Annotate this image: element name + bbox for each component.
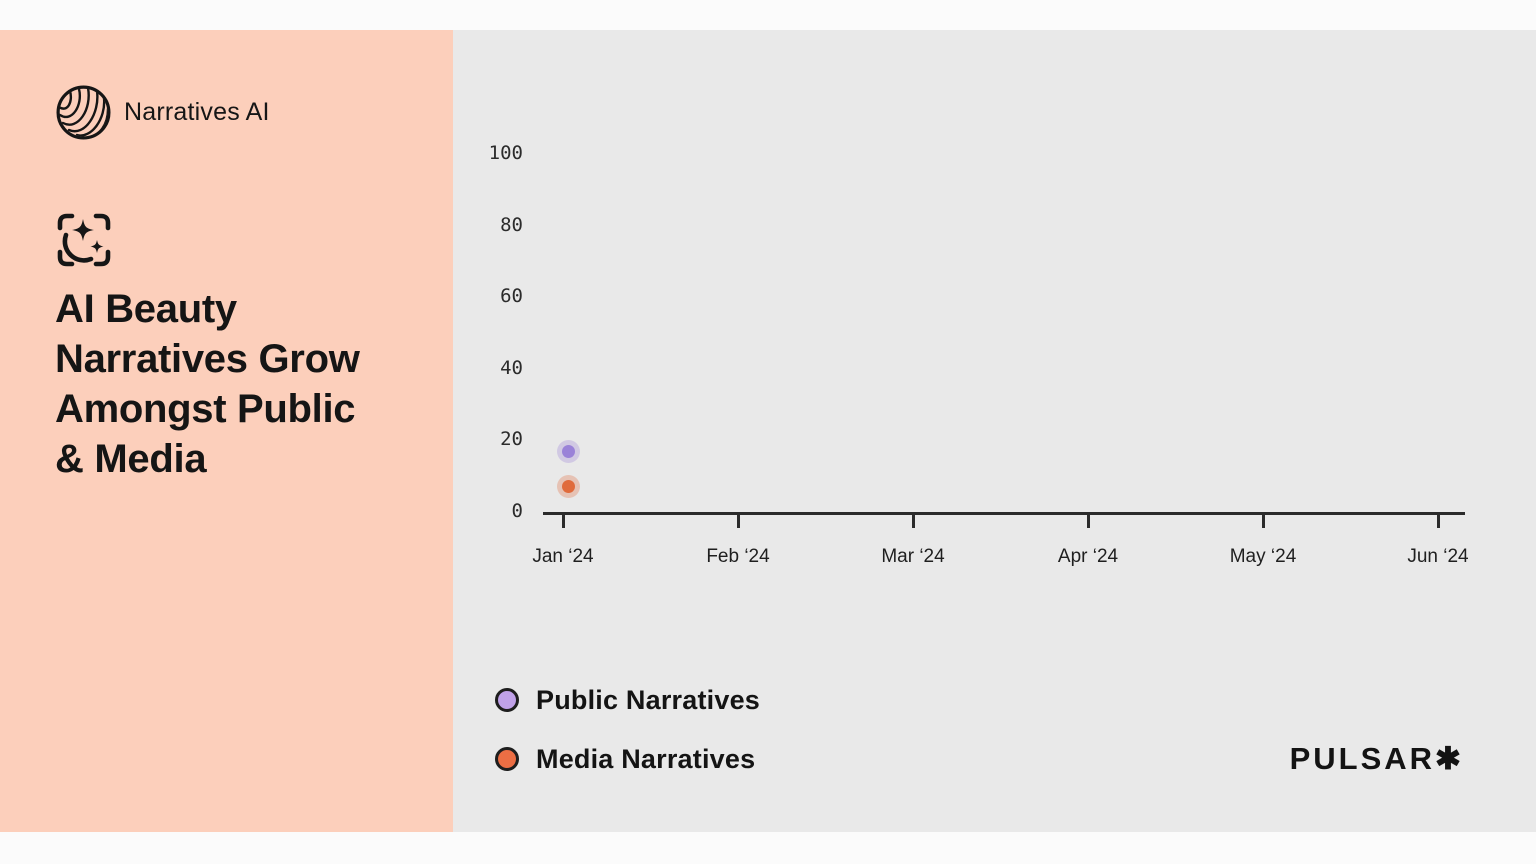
sidebar: Narratives AI AI Beauty Narratives Grow …: [0, 30, 453, 832]
top-margin: [0, 0, 1536, 30]
x-tick-label: Jan ‘24: [532, 546, 594, 567]
chart-legend: Public Narratives Media Narratives: [495, 685, 760, 774]
data-point: [561, 444, 575, 458]
slide-title-line: AI Beauty: [55, 287, 237, 331]
y-tick-label: 40: [500, 356, 523, 379]
x-tick-mark: [1261, 515, 1265, 528]
legend-label: Public Narratives: [536, 684, 761, 715]
legend-label: Media Narratives: [536, 743, 756, 774]
y-tick-label: 20: [500, 428, 523, 451]
data-point: [561, 480, 575, 494]
y-tick-label: 100: [488, 142, 523, 164]
x-tick-mark: [736, 515, 740, 528]
bottom-margin: [0, 832, 1536, 864]
x-tick-mark: [561, 515, 565, 528]
x-tick-label: Mar ‘24: [881, 546, 945, 567]
y-tick-label: 60: [500, 285, 523, 308]
x-tick-label: Jun ‘24: [1407, 546, 1469, 567]
slide-title-line: Amongst Public: [55, 387, 356, 431]
brand: Narratives AI: [56, 85, 270, 140]
x-tick-label: May ‘24: [1229, 546, 1297, 567]
x-tick-mark: [1086, 515, 1090, 528]
ai-scan-sparkle-icon: [57, 213, 111, 267]
narratives-ai-wave-logo-icon: [56, 85, 111, 140]
x-axis-line: [543, 512, 1465, 515]
legend-swatch-icon: [495, 688, 519, 712]
legend-item: Media Narratives: [495, 744, 760, 774]
slide-title-line: Narratives Grow: [55, 337, 360, 381]
slide-title: AI Beauty Narratives Grow Amongst Public…: [55, 284, 415, 484]
y-tick-label: 80: [500, 213, 523, 236]
chart-panel: 100 80 60 40 20 0 Jan ‘24 Feb ‘24 Mar ‘24 Apr ‘2…: [453, 30, 1536, 832]
x-tick-label: Apr ‘24: [1057, 546, 1119, 567]
y-tick-label: 0: [511, 500, 523, 522]
x-tick-mark: [1436, 515, 1440, 528]
brand-name: Narratives AI: [124, 98, 270, 126]
x-tick-label: Feb ‘24: [706, 546, 770, 567]
pulsar-logo: PULSAR✱: [1289, 741, 1464, 776]
legend-item: Public Narratives: [495, 685, 760, 715]
x-tick-mark: [911, 515, 915, 528]
slide-title-line: & Media: [55, 437, 207, 481]
legend-swatch-icon: [495, 747, 519, 771]
